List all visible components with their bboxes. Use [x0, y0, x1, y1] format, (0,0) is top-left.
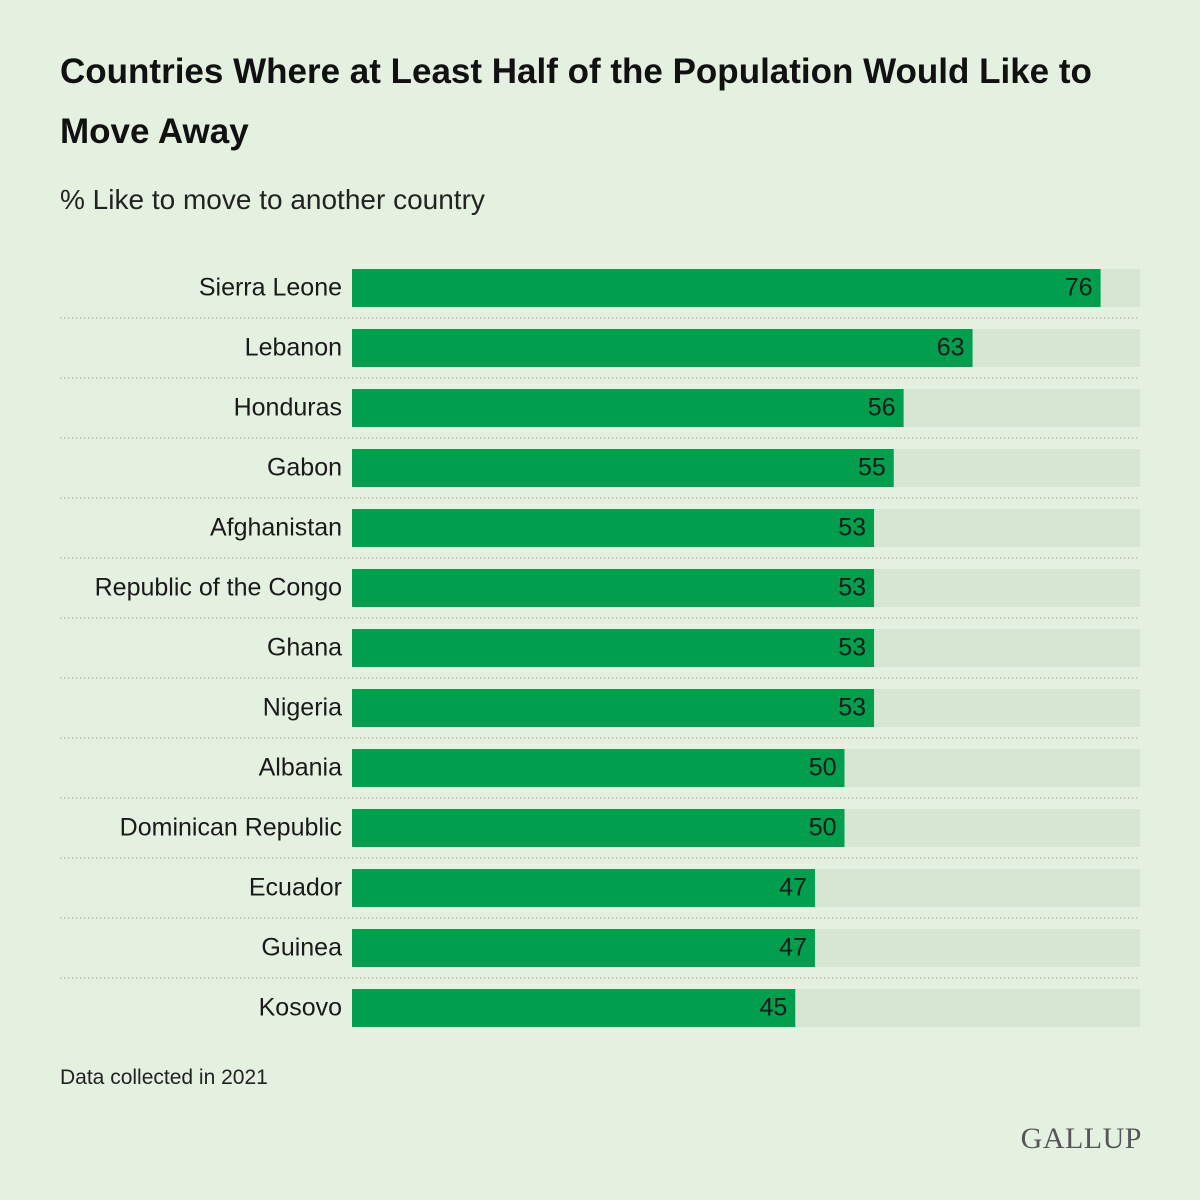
category-label: Albania: [259, 754, 342, 782]
bar: [352, 629, 875, 667]
value-label: 56: [868, 394, 896, 422]
value-label: 55: [858, 454, 886, 482]
bar: [352, 449, 894, 487]
chart-subtitle: % Like to move to another country: [60, 184, 485, 215]
bar: [352, 269, 1101, 307]
bar: [352, 869, 815, 907]
value-label: 76: [1065, 274, 1093, 302]
category-label: Dominican Republic: [120, 814, 342, 842]
category-label: Kosovo: [259, 994, 342, 1022]
category-label: Honduras: [234, 394, 342, 422]
category-label: Guinea: [261, 934, 342, 962]
chart-title: Countries Where at Least Half of the Pop…: [60, 52, 1092, 151]
bar: [352, 809, 845, 847]
value-label: 45: [759, 994, 787, 1022]
category-label: Republic of the Congo: [95, 574, 342, 602]
category-label: Afghanistan: [210, 514, 342, 542]
bar: [352, 569, 875, 607]
value-label: 53: [838, 574, 866, 602]
value-label: 53: [838, 694, 866, 722]
category-label: Sierra Leone: [199, 274, 342, 302]
category-label: Ecuador: [249, 874, 342, 902]
category-label: Lebanon: [245, 334, 342, 362]
value-label: 47: [779, 874, 807, 902]
category-label: Gabon: [267, 454, 342, 482]
bar: [352, 749, 845, 787]
value-label: 50: [809, 814, 837, 842]
value-label: 63: [937, 334, 965, 362]
category-label: Ghana: [267, 634, 342, 662]
category-label: Nigeria: [263, 694, 342, 722]
bar: [352, 989, 796, 1027]
value-label: 47: [779, 934, 807, 962]
bar: [352, 929, 815, 967]
bar: [352, 389, 904, 427]
bar: [352, 509, 875, 547]
bar: [352, 689, 875, 727]
brand-logo: GALLUP: [1020, 1122, 1142, 1155]
value-label: 53: [838, 634, 866, 662]
note: Data collected in 2021: [60, 1066, 268, 1089]
value-label: 53: [838, 514, 866, 542]
value-label: 50: [809, 754, 837, 782]
bar: [352, 329, 973, 367]
